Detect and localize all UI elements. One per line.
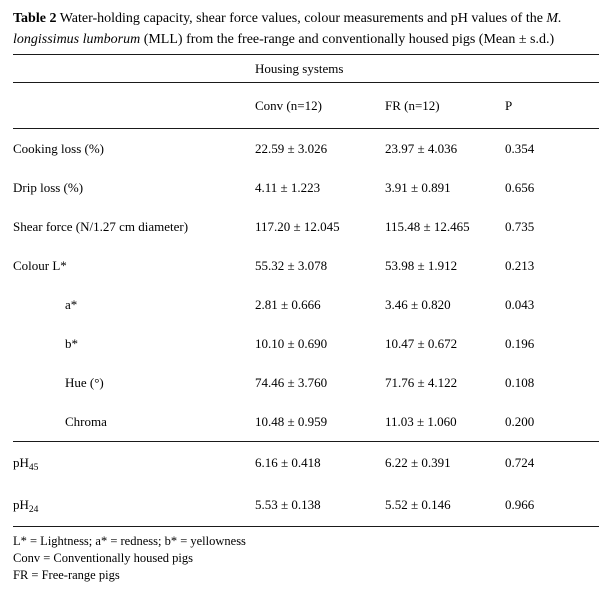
value-p: 0.656 xyxy=(505,180,535,195)
value-fr: 71.76 ± 4.122 xyxy=(385,375,458,390)
row-label: Hue (°) xyxy=(65,375,104,390)
rule-below-column-headers xyxy=(13,128,599,129)
value-fr: 53.98 ± 1.912 xyxy=(385,258,458,273)
group-header-housing-systems: Housing systems xyxy=(255,61,344,76)
ph-subscript: 45 xyxy=(28,463,39,473)
row-label: b* xyxy=(65,336,78,351)
table-row-colour-a: a* 2.81 ± 0.666 3.46 ± 0.820 0.043 xyxy=(13,285,599,324)
ph-label: pH xyxy=(13,497,29,512)
table-row-chroma: Chroma 10.48 ± 0.959 11.03 ± 1.060 0.200 xyxy=(13,402,599,441)
column-header-row: Conv (n=12) FR (n=12) P xyxy=(13,83,599,128)
value-fr: 5.52 ± 0.146 xyxy=(385,497,451,512)
value-fr: 115.48 ± 12.465 xyxy=(385,219,470,234)
value-fr: 10.47 ± 0.672 xyxy=(385,336,458,351)
caption-text-2: (MLL) from the free-range and convention… xyxy=(140,32,555,47)
table-row-hue: Hue (°) 74.46 ± 3.760 71.76 ± 4.122 0.10… xyxy=(13,363,599,402)
footnote-conv-definition: Conv = Conventionally housed pigs xyxy=(13,551,193,565)
table-footnotes: L* = Lightness; a* = redness; b* = yello… xyxy=(13,527,599,584)
value-conv: 55.32 ± 3.078 xyxy=(255,258,328,273)
table-row-shear-force: Shear force (N/1.27 cm diameter) 117.20 … xyxy=(13,207,599,246)
value-p: 0.213 xyxy=(505,258,535,273)
table-row-colour-b: b* 10.10 ± 0.690 10.47 ± 0.672 0.196 xyxy=(13,324,599,363)
value-conv: 117.20 ± 12.045 xyxy=(255,219,340,234)
table-row-cooking-loss: Cooking loss (%) 22.59 ± 3.026 23.97 ± 4… xyxy=(13,129,599,168)
ph-label: pH xyxy=(13,455,29,470)
column-header-empty xyxy=(13,83,255,128)
value-p: 0.724 xyxy=(505,455,535,470)
value-fr: 11.03 ± 1.060 xyxy=(385,414,457,429)
footnote-lab-definitions: L* = Lightness; a* = redness; b* = yello… xyxy=(13,534,246,548)
row-label: Cooking loss (%) xyxy=(13,141,104,156)
caption-table-number: Table 2 xyxy=(13,11,57,26)
value-p: 0.196 xyxy=(505,336,535,351)
footnote-fr-definition: FR = Free-range pigs xyxy=(13,568,120,582)
row-label: Colour L* xyxy=(13,258,67,273)
row-label: Drip loss (%) xyxy=(13,180,84,195)
rule-below-caption xyxy=(13,54,599,55)
value-fr: 23.97 ± 4.036 xyxy=(385,141,458,156)
rule-below-group-header xyxy=(13,82,599,83)
column-header-conv: Conv (n=12) xyxy=(255,98,322,113)
table-row-colour-l: Colour L* 55.32 ± 3.078 53.98 ± 1.912 0.… xyxy=(13,246,599,285)
rule-above-footnotes xyxy=(13,526,599,527)
caption-text-1: Water-holding capacity, shear force valu… xyxy=(56,11,547,26)
value-p: 0.354 xyxy=(505,141,535,156)
table-row-ph45: pH45 6.16 ± 0.418 6.22 ± 0.391 0.724 xyxy=(13,442,599,484)
value-conv: 10.48 ± 0.959 xyxy=(255,414,328,429)
row-label: Shear force (N/1.27 cm diameter) xyxy=(13,219,189,234)
value-p: 0.200 xyxy=(505,414,535,429)
value-p: 0.735 xyxy=(505,219,535,234)
value-p: 0.043 xyxy=(505,297,535,312)
value-fr: 3.46 ± 0.820 xyxy=(385,297,451,312)
group-header-row: Housing systems xyxy=(13,55,599,82)
value-conv: 5.53 ± 0.138 xyxy=(255,497,321,512)
ph-subscript: 24 xyxy=(28,505,39,515)
row-label: pH24 xyxy=(13,484,255,526)
value-fr: 3.91 ± 0.891 xyxy=(385,180,451,195)
rule-above-ph xyxy=(13,441,599,442)
table-row-drip-loss: Drip loss (%) 4.11 ± 1.223 3.91 ± 0.891 … xyxy=(13,168,599,207)
value-conv: 10.10 ± 0.690 xyxy=(255,336,328,351)
value-conv: 74.46 ± 3.760 xyxy=(255,375,328,390)
value-conv: 6.16 ± 0.418 xyxy=(255,455,321,470)
column-header-fr: FR (n=12) xyxy=(385,98,440,113)
table-caption: Table 2 Water-holding capacity, shear fo… xyxy=(13,8,591,54)
table-row-ph24: pH24 5.53 ± 0.138 5.52 ± 0.146 0.966 xyxy=(13,484,599,526)
row-label: a* xyxy=(65,297,78,312)
value-conv: 22.59 ± 3.026 xyxy=(255,141,328,156)
column-header-p: P xyxy=(505,98,513,113)
value-p: 0.108 xyxy=(505,375,535,390)
value-fr: 6.22 ± 0.391 xyxy=(385,455,451,470)
value-conv: 2.81 ± 0.666 xyxy=(255,297,321,312)
value-conv: 4.11 ± 1.223 xyxy=(255,180,321,195)
row-label: Chroma xyxy=(65,414,107,429)
value-p: 0.966 xyxy=(505,497,535,512)
caption-species-name: M. longissimus lumborum xyxy=(13,11,562,47)
row-label: pH45 xyxy=(13,442,255,484)
